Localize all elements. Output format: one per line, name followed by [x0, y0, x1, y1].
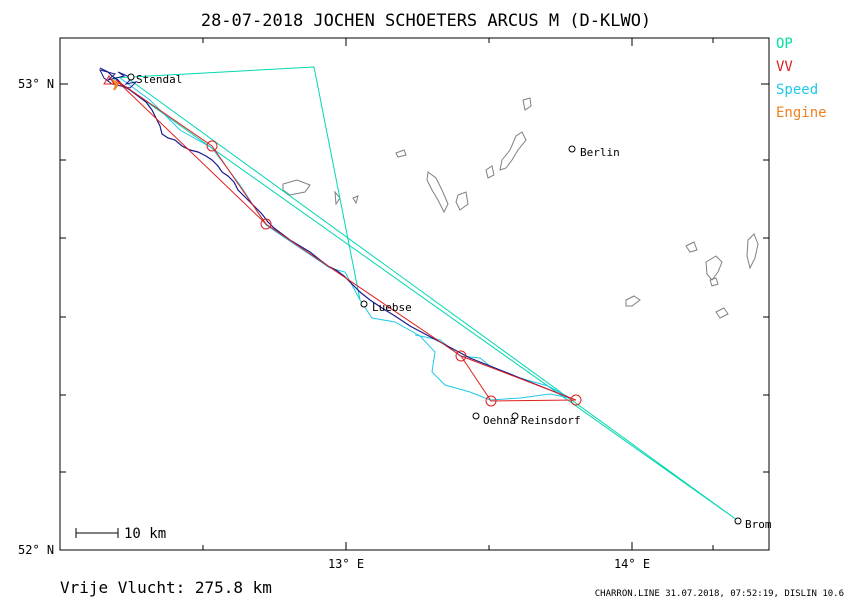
place-label-brom: Brom — [745, 518, 772, 531]
start-cluster — [99, 69, 138, 89]
engine-segment — [111, 79, 120, 91]
start-triangle — [103, 75, 115, 85]
plot-frame — [59, 37, 770, 551]
place-label-berlin: Berlin — [580, 146, 620, 159]
axis-ticks — [60, 38, 769, 551]
render-info: CHARRON.LINE 31.07.2018, 07:52:19, DISLI… — [595, 589, 844, 599]
map-title: 28-07-2018 JOCHEN SCHOETERS ARCUS M (D-K… — [201, 11, 651, 31]
legend-vv: VV — [776, 59, 793, 75]
speed-track — [119, 77, 571, 401]
vv-task-line — [115, 79, 577, 402]
turnpoint-circles — [206, 140, 582, 407]
vv-start-leg — [115, 79, 267, 225]
y-tick-label-52: 52° N — [18, 543, 54, 557]
scale-bar — [75, 528, 119, 538]
place-label-stendal: Stendal — [136, 73, 182, 86]
x-tick-label-13: 13° E — [328, 557, 364, 571]
y-tick-label-53: 53° N — [18, 77, 54, 91]
place-label-oehna: Oehna — [483, 414, 516, 427]
scale-bar-label: 10 km — [124, 526, 166, 542]
legend-speed: Speed — [776, 82, 818, 98]
free-flight-distance: Vrije Vlucht: 275.8 km — [60, 578, 272, 597]
legend-engine: Engine — [776, 105, 827, 121]
x-tick-label-14: 14° E — [614, 557, 650, 571]
place-label-luebse: Luebse — [372, 301, 412, 314]
place-label-reinsdorf: Reinsdorf — [521, 414, 581, 427]
place-markers — [127, 73, 742, 525]
legend-op: OP — [776, 36, 793, 52]
op-route — [112, 66, 738, 521]
lake-outlines — [282, 97, 759, 319]
